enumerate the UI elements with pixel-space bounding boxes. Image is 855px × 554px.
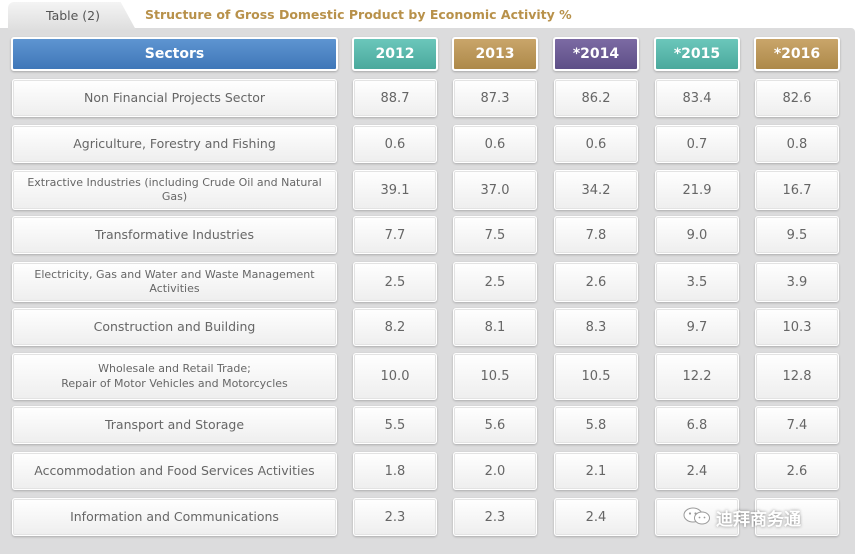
- value-cell-2012: 2.3: [353, 498, 437, 536]
- value-cell-2013: 10.5: [453, 353, 537, 400]
- title-bar: [0, 0, 855, 32]
- value-cell-2014: 2.4: [554, 498, 638, 536]
- wechat-icon: [683, 507, 710, 525]
- value-cell-2015: 6.8: [655, 406, 739, 444]
- value-cell-2013: 87.3: [453, 79, 537, 117]
- value-cell-2013: 2.0: [453, 452, 537, 490]
- value-cell-2014: 86.2: [554, 79, 638, 117]
- sector-label: Information and Communications: [12, 498, 337, 536]
- value-cell-2013: 8.1: [453, 308, 537, 346]
- value-cell-2014: 0.6: [554, 125, 638, 163]
- value-cell-2013: 2.5: [453, 262, 537, 302]
- sector-label: Wholesale and Retail Trade; Repair of Mo…: [12, 353, 337, 400]
- value-cell-2016: 10.3: [755, 308, 839, 346]
- value-cell-2016: 9.5: [755, 216, 839, 254]
- value-cell-2016: 7.4: [755, 406, 839, 444]
- value-cell-2012: 10.0: [353, 353, 437, 400]
- value-cell-2012: 88.7: [353, 79, 437, 117]
- sector-label: Non Financial Projects Sector: [12, 79, 337, 117]
- value-cell-2015: 0.7: [655, 125, 739, 163]
- header-sectors: Sectors: [11, 37, 338, 71]
- value-cell-2015: 21.9: [655, 170, 739, 210]
- value-cell-2012: 39.1: [353, 170, 437, 210]
- value-cell-2013: 0.6: [453, 125, 537, 163]
- sector-label: Construction and Building: [12, 308, 337, 346]
- value-cell-2014: 2.1: [554, 452, 638, 490]
- watermark-text: 迪拜商务通: [716, 510, 801, 530]
- value-cell-2012: 1.8: [353, 452, 437, 490]
- header-year-2014: *2014: [553, 37, 639, 71]
- value-cell-2016: 0.8: [755, 125, 839, 163]
- value-cell-2016: 82.6: [755, 79, 839, 117]
- sector-label: Transformative Industries: [12, 216, 337, 254]
- value-cell-2014: 2.6: [554, 262, 638, 302]
- sector-label: Agriculture, Forestry and Fishing: [12, 125, 337, 163]
- value-cell-2012: 8.2: [353, 308, 437, 346]
- table-number-tab: Table (2): [8, 2, 136, 30]
- value-cell-2016: [755, 498, 839, 536]
- value-cell-2015: 12.2: [655, 353, 739, 400]
- value-cell-2012: 0.6: [353, 125, 437, 163]
- header-year-2013: 2013: [452, 37, 538, 71]
- value-cell-2015: 2.4: [655, 452, 739, 490]
- value-cell-2014: 8.3: [554, 308, 638, 346]
- value-cell-2012: 5.5: [353, 406, 437, 444]
- header-year-2016: *2016: [754, 37, 840, 71]
- table-title: Structure of Gross Domestic Product by E…: [145, 7, 572, 22]
- sector-label: Extractive Industries (including Crude O…: [12, 170, 337, 210]
- value-cell-2014: 34.2: [554, 170, 638, 210]
- sector-label: Electricity, Gas and Water and Waste Man…: [12, 262, 337, 302]
- value-cell-2013: 5.6: [453, 406, 537, 444]
- value-cell-2016: 3.9: [755, 262, 839, 302]
- value-cell-2014: 5.8: [554, 406, 638, 444]
- value-cell-2016: 16.7: [755, 170, 839, 210]
- value-cell-2016: 2.6: [755, 452, 839, 490]
- header-year-2015: *2015: [654, 37, 740, 71]
- value-cell-2016: 12.8: [755, 353, 839, 400]
- sector-label: Accommodation and Food Services Activiti…: [12, 452, 337, 490]
- value-cell-2013: 37.0: [453, 170, 537, 210]
- value-cell-2014: 7.8: [554, 216, 638, 254]
- value-cell-2015: 9.7: [655, 308, 739, 346]
- value-cell-2012: 2.5: [353, 262, 437, 302]
- header-year-2012: 2012: [352, 37, 438, 71]
- sector-label: Transport and Storage: [12, 406, 337, 444]
- value-cell-2013: 7.5: [453, 216, 537, 254]
- value-cell-2012: 7.7: [353, 216, 437, 254]
- value-cell-2014: 10.5: [554, 353, 638, 400]
- value-cell-2015: 83.4: [655, 79, 739, 117]
- value-cell-2013: 2.3: [453, 498, 537, 536]
- value-cell-2015: 9.0: [655, 216, 739, 254]
- value-cell-2015: 3.5: [655, 262, 739, 302]
